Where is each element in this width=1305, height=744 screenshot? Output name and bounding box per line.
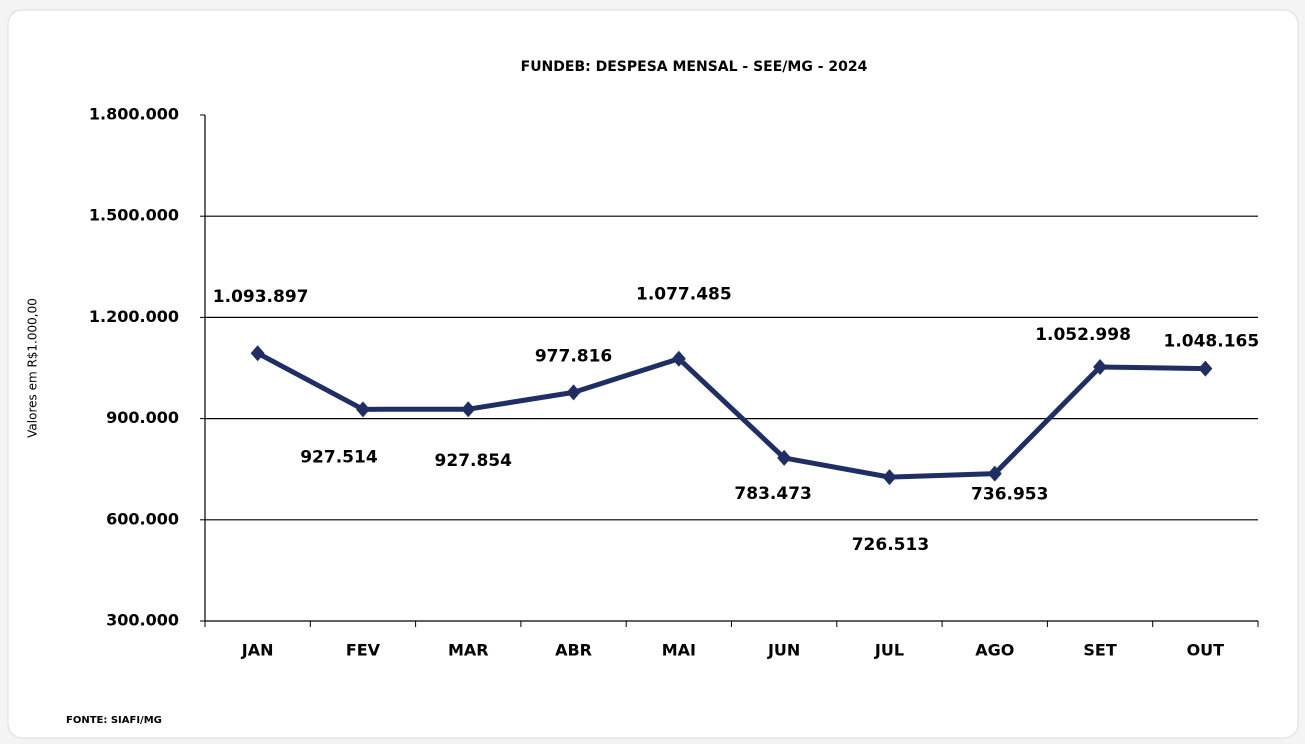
- marker: [777, 449, 792, 466]
- marker: [461, 401, 476, 418]
- y-tick-label: 1.800.000: [89, 105, 179, 124]
- x-tick-label: JAN: [241, 641, 274, 660]
- x-tick-label: FEV: [346, 641, 381, 660]
- data-label: 1.048.165: [1163, 332, 1259, 352]
- x-tick-label: JUL: [874, 641, 904, 660]
- marker: [671, 350, 686, 367]
- x-tick-label: MAI: [662, 641, 696, 660]
- marker: [987, 465, 1002, 482]
- marker: [566, 384, 581, 401]
- y-tick-label: 900.000: [106, 408, 179, 427]
- x-tick-label: MAR: [448, 641, 489, 660]
- y-tick-label: 300.000: [106, 611, 179, 630]
- data-label: 1.077.485: [636, 285, 732, 305]
- y-tick-label: 600.000: [106, 509, 179, 528]
- y-tick-label: 1.500.000: [89, 206, 179, 225]
- chart-frame: [7, 9, 1299, 739]
- chart-title: FUNDEB: DESPESA MENSAL - SEE/MG - 2024: [521, 59, 868, 75]
- data-label: 726.513: [852, 535, 929, 555]
- x-tick-label: JUN: [767, 641, 800, 660]
- data-label: 783.473: [734, 484, 811, 504]
- marker: [882, 469, 897, 486]
- data-label: 977.816: [535, 346, 612, 366]
- marker: [1093, 358, 1108, 375]
- marker: [355, 401, 370, 418]
- data-label: 1.093.897: [213, 287, 309, 307]
- data-label: 736.953: [971, 485, 1048, 505]
- y-tick-label: 1.200.000: [89, 307, 179, 326]
- marker: [1198, 360, 1213, 377]
- y-axis-label: Valores em R$1.000,00: [26, 298, 40, 438]
- data-label: 1.052.998: [1035, 325, 1131, 345]
- data-label: 927.514: [300, 447, 378, 467]
- line-series: [256, 350, 1206, 480]
- x-tick-label: AGO: [975, 641, 1014, 660]
- marker: [250, 345, 265, 362]
- x-tick-label: SET: [1083, 641, 1116, 660]
- x-tick-label: ABR: [555, 641, 592, 660]
- data-label: 927.854: [435, 451, 513, 471]
- x-tick-label: OUT: [1187, 641, 1225, 660]
- source-note: FONTE: SIAFI/MG: [66, 715, 162, 726]
